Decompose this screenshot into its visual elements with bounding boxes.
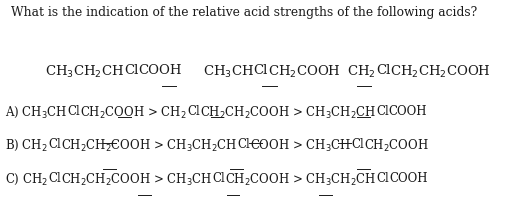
Text: C) CH$_{2}$: C) CH$_{2}$ [5,171,48,186]
Text: CH$_{3}$CH$_{2}$CH: CH$_{3}$CH$_{2}$CH [45,64,124,80]
Text: CH$_{2}$CH$_{2}$COOH > CH$_{3}$CH$_{2}$CH: CH$_{2}$CH$_{2}$COOH > CH$_{3}$CH$_{2}$C… [200,104,376,120]
Text: What is the indication of the relative acid strengths of the following acids?: What is the indication of the relative a… [11,6,477,19]
Text: Cl: Cl [213,171,225,184]
Text: Cl: Cl [376,104,389,117]
Text: Cl: Cl [351,137,364,150]
Text: COOH: COOH [138,64,181,77]
Text: B) CH$_{2}$: B) CH$_{2}$ [5,137,48,153]
Text: CH$_{2}$CH$_{2}$COOH: CH$_{2}$CH$_{2}$COOH [390,64,491,80]
Text: Cl: Cl [124,64,138,77]
Text: Cl: Cl [48,137,61,150]
Text: COOH: COOH [389,104,427,117]
Text: Cl: Cl [68,104,80,117]
Text: CH$_{2}$COOH: CH$_{2}$COOH [364,137,429,153]
Text: COOH: COOH [389,171,428,184]
Text: Cl: Cl [237,137,250,150]
Text: CH$_{2}$CH$_{2}$COOH > CH$_{3}$CH: CH$_{2}$CH$_{2}$COOH > CH$_{3}$CH [61,171,213,187]
Text: COOH > CH$_{3}$CH: COOH > CH$_{3}$CH [250,137,351,153]
Text: CH$_{2}$: CH$_{2}$ [347,64,376,80]
Text: Cl: Cl [254,64,268,77]
Text: A) CH$_{3}$CH: A) CH$_{3}$CH [5,104,68,119]
Text: CH$_{2}$COOH > CH$_{3}$CH$_{2}$CH: CH$_{2}$COOH > CH$_{3}$CH$_{2}$CH [225,171,376,187]
Text: CH$_{3}$CH: CH$_{3}$CH [203,64,254,80]
Text: Cl: Cl [376,64,390,77]
Text: Cl: Cl [187,104,200,117]
Text: CH$_{2}$CH$_{2}$COOH > CH$_{3}$CH$_{2}$CH: CH$_{2}$CH$_{2}$COOH > CH$_{3}$CH$_{2}$C… [61,137,237,153]
Text: CH$_{2}$COOH > CH$_{2}$: CH$_{2}$COOH > CH$_{2}$ [80,104,187,120]
Text: CH$_{2}$COOH: CH$_{2}$COOH [268,64,341,80]
Text: Cl: Cl [48,171,61,184]
Text: Cl: Cl [376,171,389,184]
